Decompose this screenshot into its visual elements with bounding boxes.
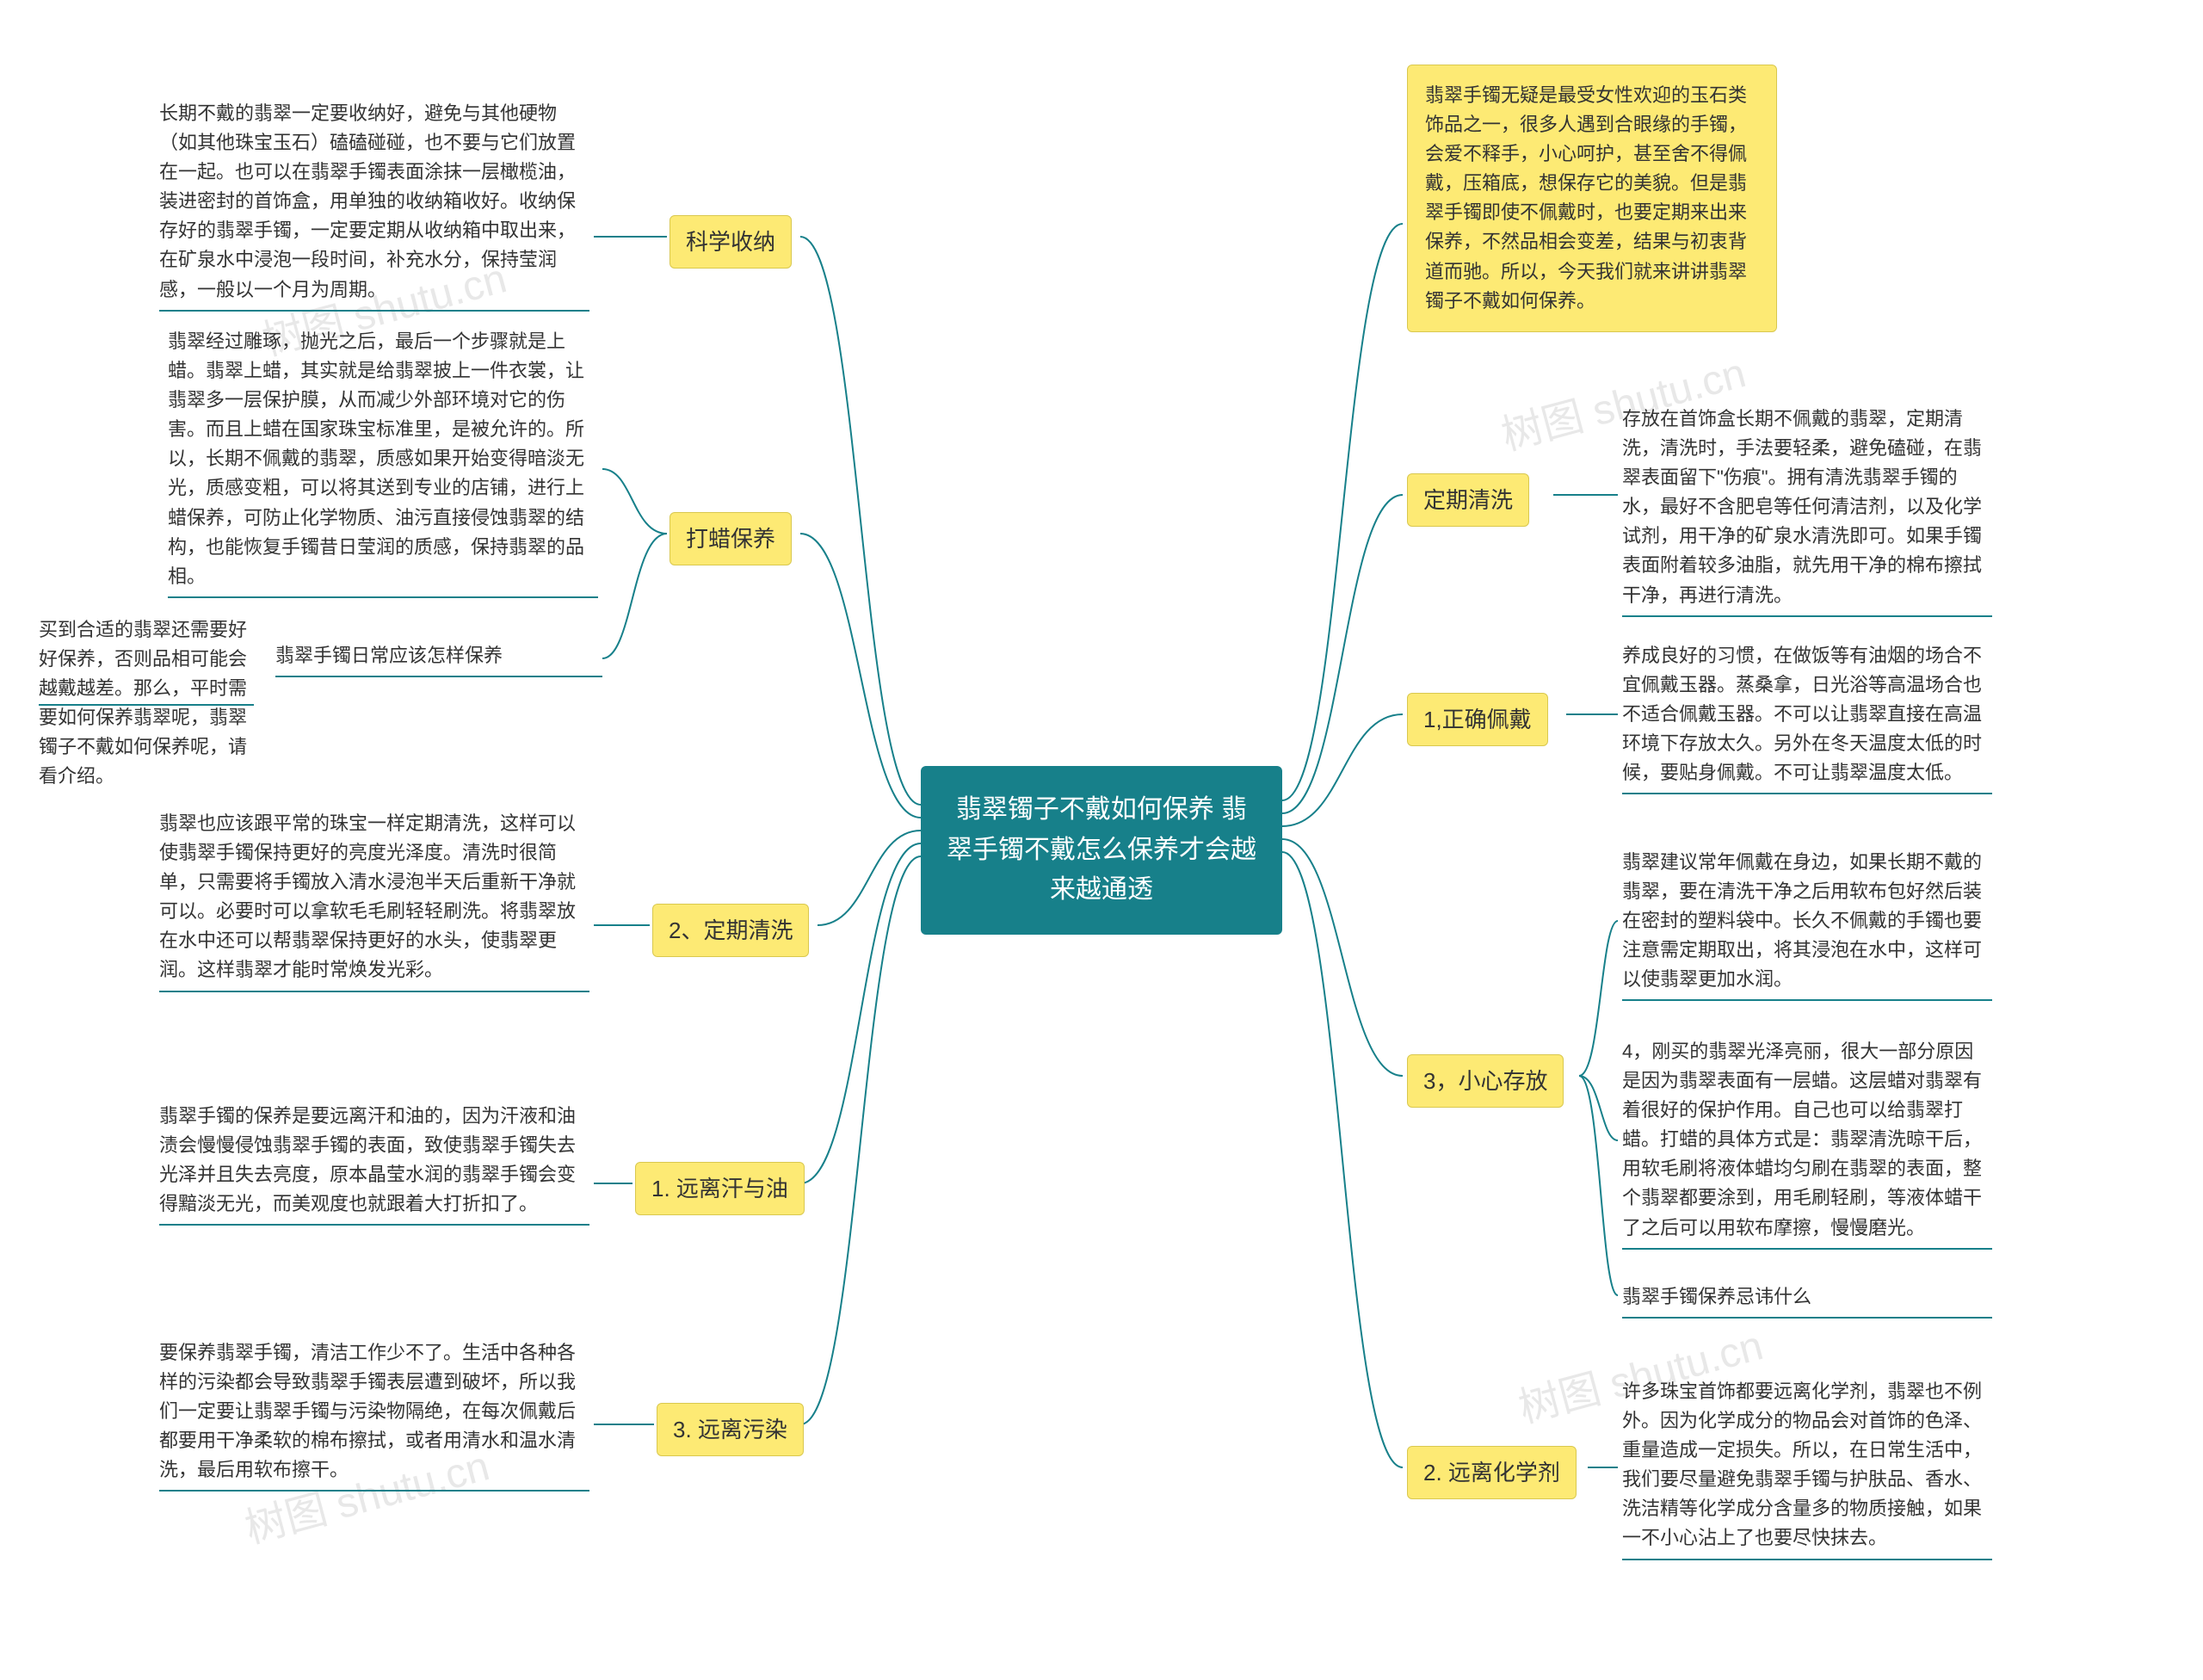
branch-science-storage: 科学收纳 bbox=[670, 215, 792, 269]
leaf-daily-care-title: 翡翠手镯日常应该怎样保养 bbox=[275, 641, 602, 677]
intro-text: 翡翠手镯无疑是最受女性欢迎的玉石类饰品之一，很多人遇到合眼缘的手镯，会爱不释手，… bbox=[1407, 65, 1777, 332]
branch-away-sweat-oil: 1. 远离汗与油 bbox=[635, 1162, 805, 1215]
leaf-regular-clean-right: 存放在首饰盒长期不佩戴的翡翠，定期清洗，清洗时，手法要轻柔，避免磕碰，在翡翠表面… bbox=[1622, 405, 1992, 617]
branch-away-chemical: 2. 远离化学剂 bbox=[1407, 1446, 1577, 1499]
branch-careful-store: 3，小心存放 bbox=[1407, 1054, 1564, 1108]
branch-regular-clean-left: 2、定期清洗 bbox=[652, 904, 809, 957]
leaf-science-storage: 长期不戴的翡翠一定要收纳好，避免与其他硬物（如其他珠宝玉石）磕磕碰碰，也不要与它… bbox=[159, 99, 589, 312]
branch-wax-maintain: 打蜡保养 bbox=[670, 512, 792, 565]
leaf-underline bbox=[39, 704, 254, 706]
leaf-away-chemical: 许多珠宝首饰都要远离化学剂，翡翠也不例外。因为化学成分的物品会对首饰的色泽、重量… bbox=[1622, 1377, 1992, 1560]
leaf-away-pollution: 要保养翡翠手镯，清洁工作少不了。生活中各种各样的污染都会导致翡翠手镯表层遭到破坏… bbox=[159, 1338, 589, 1492]
leaf-careful-store-2: 4，刚买的翡翠光泽亮丽，很大一部分原因是因为翡翠表面有一层蜡。这层蜡对翡翠有着很… bbox=[1622, 1037, 1992, 1250]
leaf-daily-care-body: 买到合适的翡翠还需要好好保养，否则品相可能会越戴越差。那么，平时需要如何保养翡翠… bbox=[39, 615, 254, 797]
leaf-wax-maintain-1: 翡翠经过雕琢，抛光之后，最后一个步骤就是上蜡。翡翠上蜡，其实就是给翡翠披上一件衣… bbox=[168, 327, 598, 598]
branch-correct-wear: 1,正确佩戴 bbox=[1407, 693, 1548, 746]
leaf-regular-clean-left: 翡翠也应该跟平常的珠宝一样定期清洗，这样可以使翡翠手镯保持更好的亮度光泽度。清洗… bbox=[159, 809, 589, 992]
leaf-careful-store-1: 翡翠建议常年佩戴在身边，如果长期不戴的翡翠，要在清洗干净之后用软布包好然后装在密… bbox=[1622, 848, 1992, 1001]
leaf-correct-wear: 养成良好的习惯，在做饭等有油烟的场合不宜佩戴玉器。蒸桑拿，日光浴等高温场合也不适… bbox=[1622, 641, 1992, 794]
leaf-away-sweat-oil: 翡翠手镯的保养是要远离汗和油的，因为汗液和油渍会慢慢侵蚀翡翠手镯的表面，致使翡翠… bbox=[159, 1102, 589, 1226]
branch-regular-clean-right: 定期清洗 bbox=[1407, 473, 1529, 527]
branch-away-pollution: 3. 远离污染 bbox=[657, 1403, 804, 1456]
center-topic: 翡翠镯子不戴如何保养 翡翠手镯不戴怎么保养才会越来越通透 bbox=[921, 766, 1282, 935]
leaf-careful-store-3: 翡翠手镯保养忌讳什么 bbox=[1622, 1282, 1992, 1319]
